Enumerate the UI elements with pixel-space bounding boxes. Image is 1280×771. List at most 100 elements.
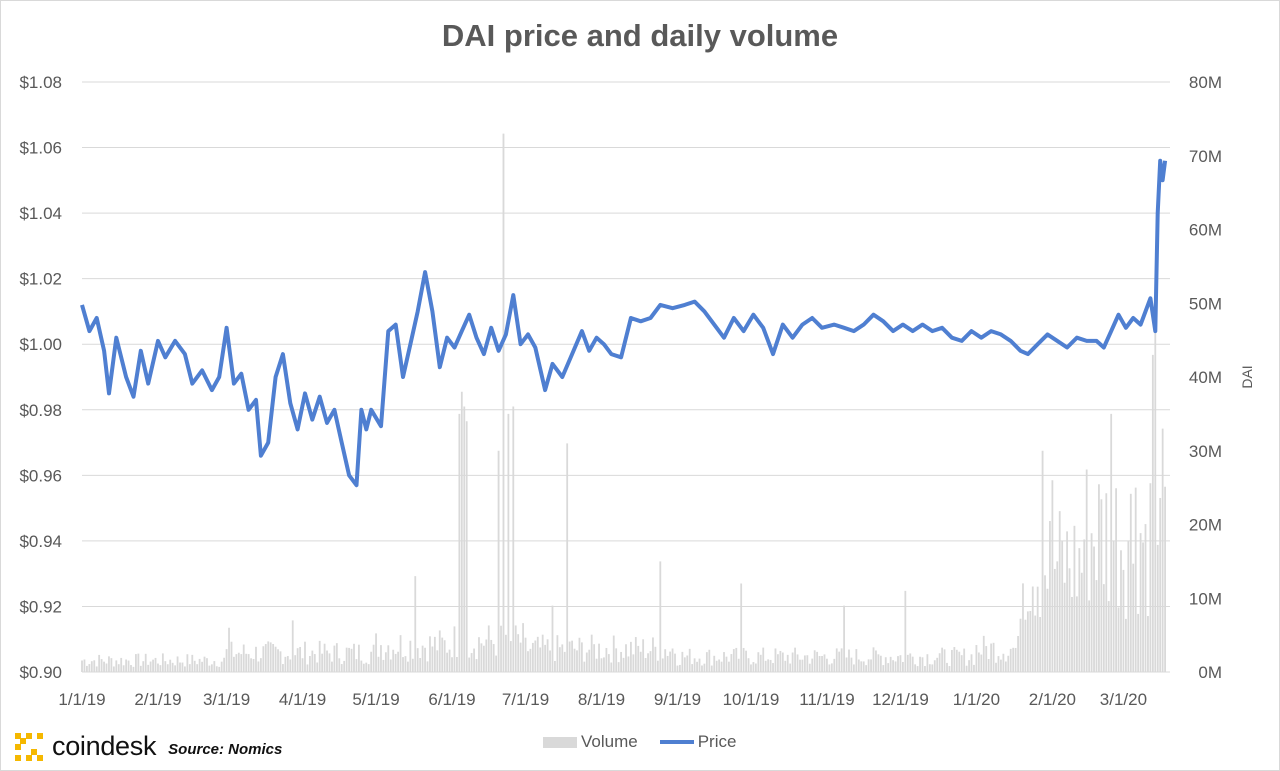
volume-bar <box>1068 568 1071 672</box>
volume-bar <box>203 656 206 672</box>
volume-bar <box>762 647 765 672</box>
volume-bar <box>691 664 694 672</box>
volume-bar <box>255 646 257 672</box>
volume-bar <box>786 654 789 672</box>
source-note: Source: Nomics <box>168 741 283 758</box>
volume-bar <box>264 644 267 672</box>
volume-bar <box>132 666 135 672</box>
volume-bar <box>284 656 287 672</box>
volume-bar <box>607 654 610 672</box>
volume-bar <box>838 651 841 672</box>
volume-bar <box>333 645 336 672</box>
volume-bar <box>1154 332 1157 672</box>
x-tick-label: 2/1/20 <box>1029 690 1076 709</box>
volume-bar <box>622 657 625 672</box>
volume-bar <box>468 657 471 672</box>
volume-bar <box>647 653 649 672</box>
volume-bar <box>659 561 662 672</box>
volume-bar <box>487 625 490 672</box>
volume-bar <box>1149 483 1152 672</box>
volume-bar <box>534 640 537 672</box>
volume-bar <box>617 662 620 672</box>
volume-bar <box>294 655 297 672</box>
volume-bar <box>1083 539 1086 672</box>
volume-bar <box>951 649 953 672</box>
volume-bar <box>304 641 306 672</box>
volume-bar <box>1000 659 1002 672</box>
y-axis-right: 0M 10M 20M 30M 40M 50M 60M 70M 80M <box>1189 73 1222 682</box>
volume-bar <box>603 657 605 672</box>
volume-bar <box>478 637 480 672</box>
volume-bar <box>135 654 137 672</box>
volume-bar <box>389 659 392 672</box>
volume-bar <box>642 639 645 672</box>
volume-bar <box>600 658 603 672</box>
y-tick-label: $1.08 <box>19 73 62 92</box>
volume-bar <box>1063 582 1066 672</box>
volume-bar <box>715 660 718 672</box>
volume-bar <box>703 663 706 672</box>
volume-bar <box>360 660 363 672</box>
volume-bar <box>500 625 502 672</box>
y-tick-label: $1.04 <box>19 204 62 223</box>
volume-bar <box>100 659 103 672</box>
volume-bar <box>764 660 767 672</box>
volume-bar <box>164 661 167 672</box>
volume-bar <box>433 636 436 672</box>
logo-dot <box>26 732 32 739</box>
volume-bar <box>884 657 887 672</box>
volume-bar <box>887 663 890 672</box>
volume-bar <box>358 644 360 672</box>
volume-bar <box>502 133 505 672</box>
volume-bar <box>443 640 446 672</box>
volume-bar <box>906 654 909 672</box>
volume-bar <box>154 657 157 672</box>
volume-bar <box>90 661 93 672</box>
legend-swatch-volume <box>543 736 577 748</box>
volume-bar <box>779 650 782 672</box>
volume-bar <box>112 666 115 672</box>
volume-bar <box>392 649 395 672</box>
volume-bar <box>995 662 997 672</box>
volume-bar <box>735 647 738 672</box>
y-tick-label: $0.98 <box>19 401 62 420</box>
volume-bar <box>362 663 365 672</box>
x-tick-label: 3/1/20 <box>1100 690 1147 709</box>
x-tick-label: 7/1/19 <box>502 690 549 709</box>
volume-bar <box>495 655 498 672</box>
volume-bar <box>649 651 652 672</box>
volume-bar <box>296 648 299 672</box>
volume-bar <box>970 654 973 672</box>
volume-bar <box>375 633 377 672</box>
x-tick-label: 9/1/19 <box>654 690 701 709</box>
volume-bar <box>1093 546 1095 672</box>
volume-bar <box>306 664 309 672</box>
volume-bar <box>1002 653 1005 672</box>
volume-bar <box>402 657 404 672</box>
volume-bar <box>737 658 740 672</box>
volume-bar <box>676 665 679 672</box>
volume-bar <box>144 653 147 672</box>
volume-bar <box>88 664 91 672</box>
volume-bar <box>955 649 958 672</box>
volume-bar <box>674 653 676 672</box>
volume-bar <box>377 656 380 672</box>
volume-bar <box>916 666 919 672</box>
volume-bar <box>179 662 181 672</box>
volume-bar <box>142 661 145 672</box>
volume-bar <box>108 656 110 672</box>
x-tick-label: 5/1/19 <box>352 690 399 709</box>
volume-bar <box>262 646 265 672</box>
y2-tick-label: 20M <box>1189 516 1222 535</box>
volume-bar <box>919 656 921 672</box>
volume-bar <box>992 642 995 672</box>
volume-bar <box>750 664 752 672</box>
volume-bar <box>963 648 966 672</box>
volume-bar <box>1127 541 1130 672</box>
volume-bar <box>823 654 826 672</box>
volume-bar <box>627 656 630 672</box>
volume-bar <box>578 637 581 672</box>
volume-bar <box>1034 615 1037 672</box>
volume-bar <box>446 652 449 672</box>
volume-bar <box>666 655 669 672</box>
